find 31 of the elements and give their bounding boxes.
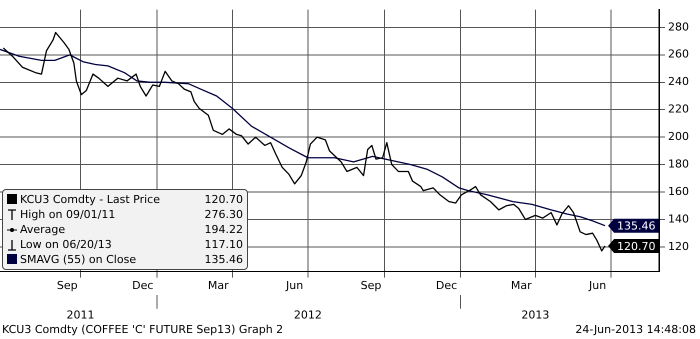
text: High on 09/01/11 276.30: [20, 208, 243, 221]
text: Average 194.22: [20, 222, 243, 236]
x-tick-label: Sep: [360, 279, 382, 292]
text: 24-Jun-2013 14:48:08: [575, 323, 696, 336]
data-label: 120.70: [617, 240, 656, 253]
y-tick-label: 180: [668, 157, 690, 170]
x-tick-label: Sep: [56, 279, 78, 292]
y-tick-label: 280: [668, 20, 690, 34]
y-tick-label: 140: [668, 212, 690, 226]
x-tick-label: Jun: [588, 279, 606, 292]
data-label: 135.46: [617, 220, 656, 233]
x2-tick-label: 2012: [294, 308, 322, 322]
y-tick-label: 160: [668, 184, 690, 198]
x-tick-label: Dec: [132, 279, 154, 292]
y-tick-label: 220: [668, 102, 690, 116]
text: 135.46: [204, 252, 243, 266]
text: 120.70: [204, 192, 243, 206]
x-tick-label: Mar: [510, 279, 532, 292]
text: Low on 06/20/13 117.10: [20, 238, 243, 251]
x-tick-label: Dec: [436, 279, 458, 292]
x2-tick-label: 2013: [521, 308, 550, 322]
x-tick-label: Jun: [285, 279, 304, 292]
x2-tick-label: 2011: [66, 308, 95, 322]
y-tick-label: 240: [668, 75, 690, 88]
legend-label: KCU3 Comdty - Last Price: [20, 192, 161, 207]
legend-label: SMAVG (55) on Close: [20, 252, 138, 267]
x-tick-label: Mar: [208, 279, 230, 292]
text: KCU3 Comdty (COFFEE 'C' FUTURE Sep13) Graph 2: [2, 323, 284, 336]
y-tick-label: 260: [668, 48, 690, 61]
y-tick-label: 120: [668, 240, 690, 253]
y-tick-label: 200: [668, 130, 690, 144]
